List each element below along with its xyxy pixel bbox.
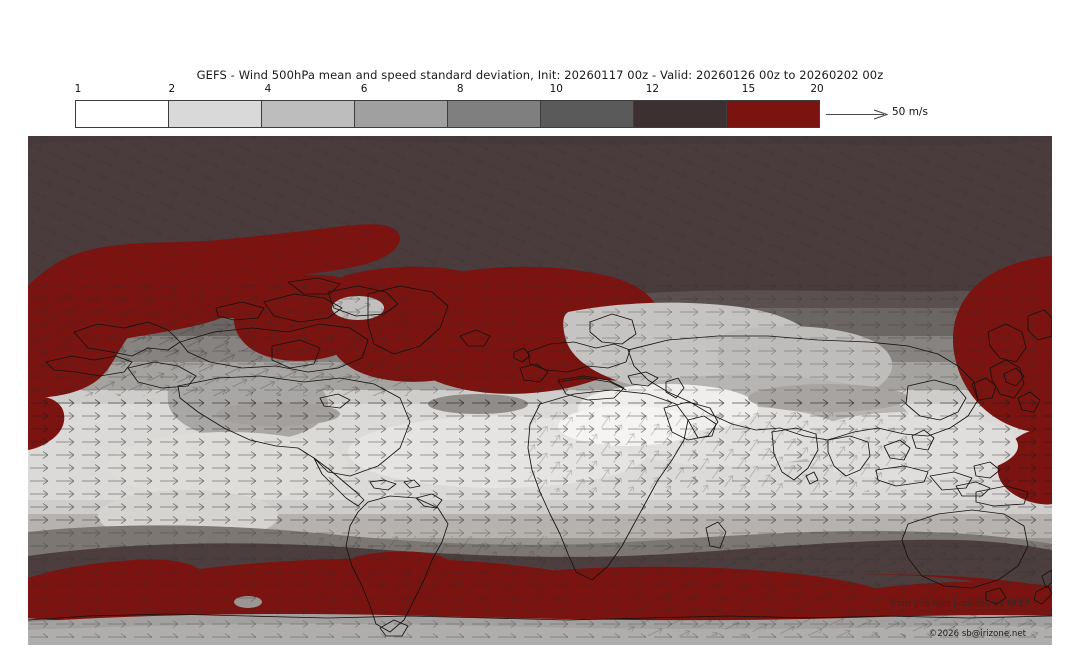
- wind-vector-legend: 50 m/s: [826, 105, 946, 125]
- colorbar-tick-4: 4: [264, 83, 272, 95]
- colorbar-tick-20: 20: [810, 83, 824, 95]
- data-source-credit: from grib files provided by NCEP: [890, 599, 1030, 609]
- page-title: GEFS - Wind 500hPa mean and speed standa…: [196, 68, 884, 82]
- colorbar-segment-6-8: [355, 101, 448, 127]
- colorbar: 1 2 4 6 8 10 12 15 20: [75, 83, 824, 128]
- colorbar-tick-labels: 1 2 4 6 8 10 12 15 20: [74, 83, 824, 99]
- wind-vector-legend-label: 50 m/s: [892, 106, 928, 118]
- copyright-credit: ©2026 sb@irizone.net: [928, 629, 1026, 639]
- colorbar-segment-1-2: [76, 101, 169, 127]
- colorbar-segment-15-20: [727, 101, 819, 127]
- colorbar-segment-2-4: [169, 101, 262, 127]
- arrow-head-icon: [874, 109, 888, 120]
- colorbar-segment-10-12: [541, 101, 634, 127]
- world-map[interactable]: from grib files provided by NCEP ©2026 s…: [28, 136, 1052, 645]
- colorbar-bands: [75, 100, 820, 128]
- colorbar-segment-12-15: [634, 101, 727, 127]
- map-canvas: [28, 136, 1052, 645]
- colorbar-tick-8: 8: [456, 83, 464, 95]
- colorbar-tick-1: 1: [74, 83, 82, 95]
- colorbar-tick-15: 15: [741, 83, 756, 95]
- colorbar-tick-10: 10: [549, 83, 563, 95]
- colorbar-tick-6: 6: [360, 83, 368, 95]
- colorbar-segment-4-6: [262, 101, 355, 127]
- wind-barb-arrow-icon: [826, 114, 884, 115]
- colorbar-tick-2: 2: [168, 83, 176, 95]
- colorbar-tick-12: 12: [645, 83, 660, 95]
- colorbar-segment-8-10: [448, 101, 541, 127]
